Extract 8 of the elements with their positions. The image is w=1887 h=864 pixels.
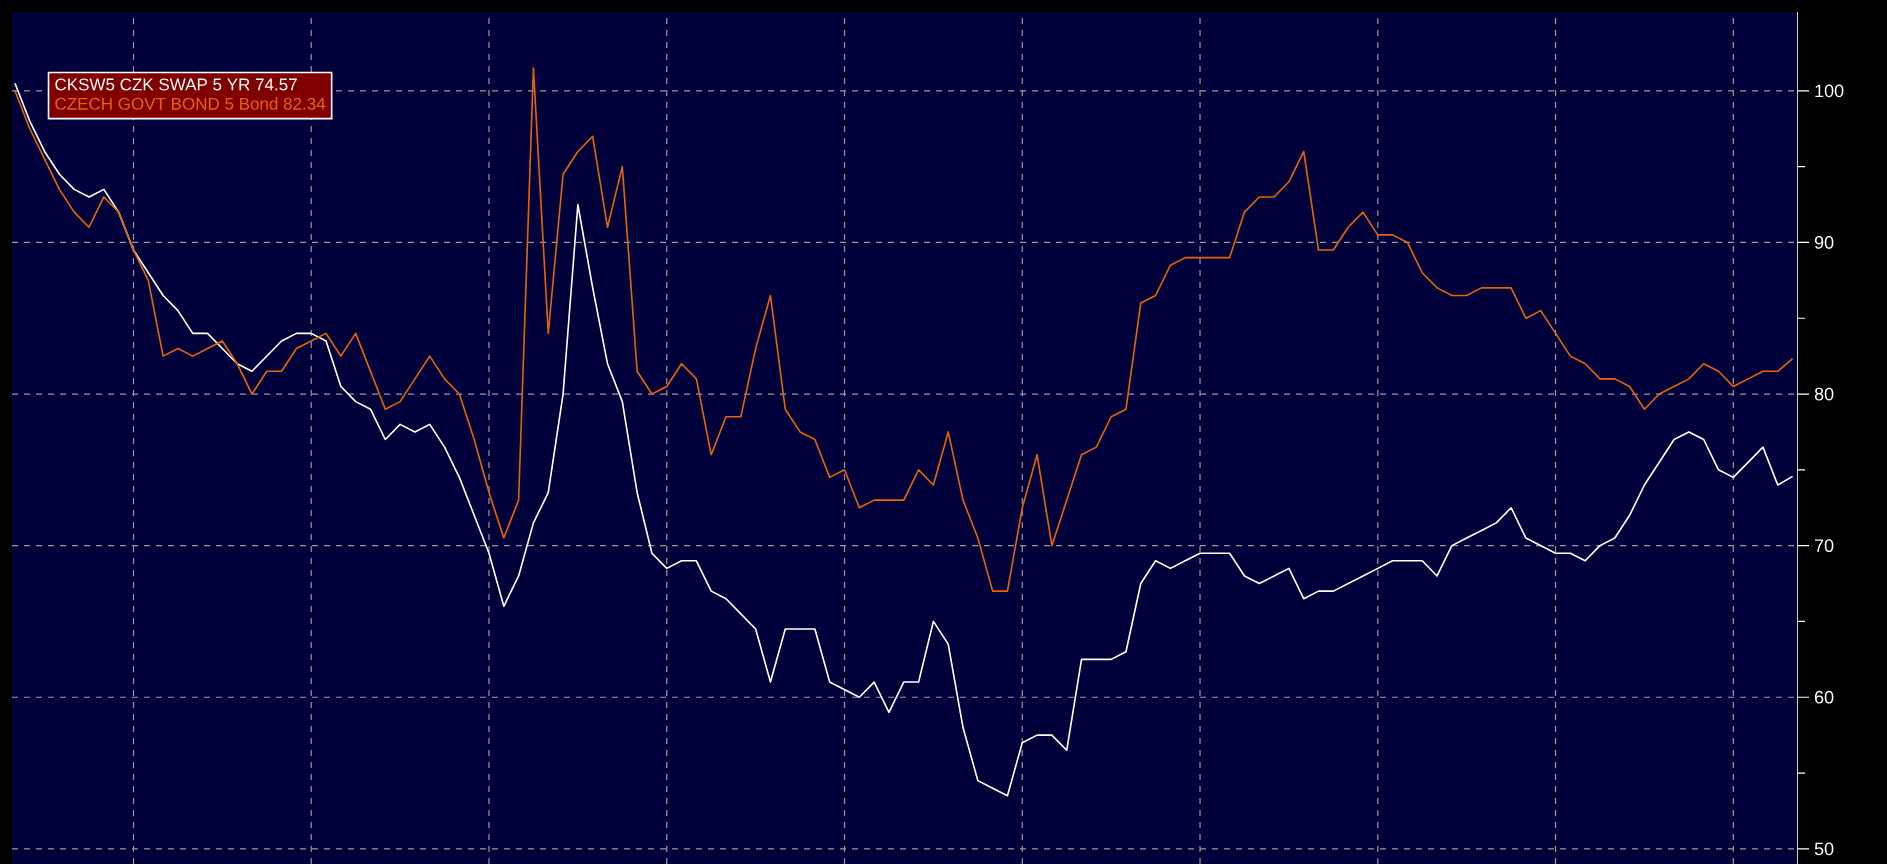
y-tick-label: 100 — [1815, 84, 1844, 98]
y-tick-label: 60 — [1814, 690, 1834, 704]
y-tick-label: 90 — [1814, 236, 1834, 249]
y-tick-label: 50 — [1814, 842, 1834, 856]
y-tick-label: 80 — [1814, 387, 1834, 401]
series-label: CZECH GOVT BOND 5 Bond 82.34 — [55, 97, 326, 110]
y-tick-label: 70 — [1814, 539, 1834, 553]
text: CKSW5 CZK SWAP 5 YR 74.57 — [55, 78, 297, 91]
